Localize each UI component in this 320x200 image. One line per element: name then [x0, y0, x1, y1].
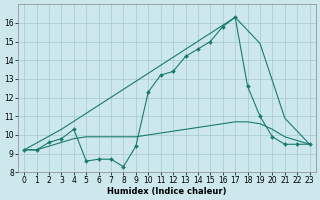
X-axis label: Humidex (Indice chaleur): Humidex (Indice chaleur)	[107, 187, 227, 196]
